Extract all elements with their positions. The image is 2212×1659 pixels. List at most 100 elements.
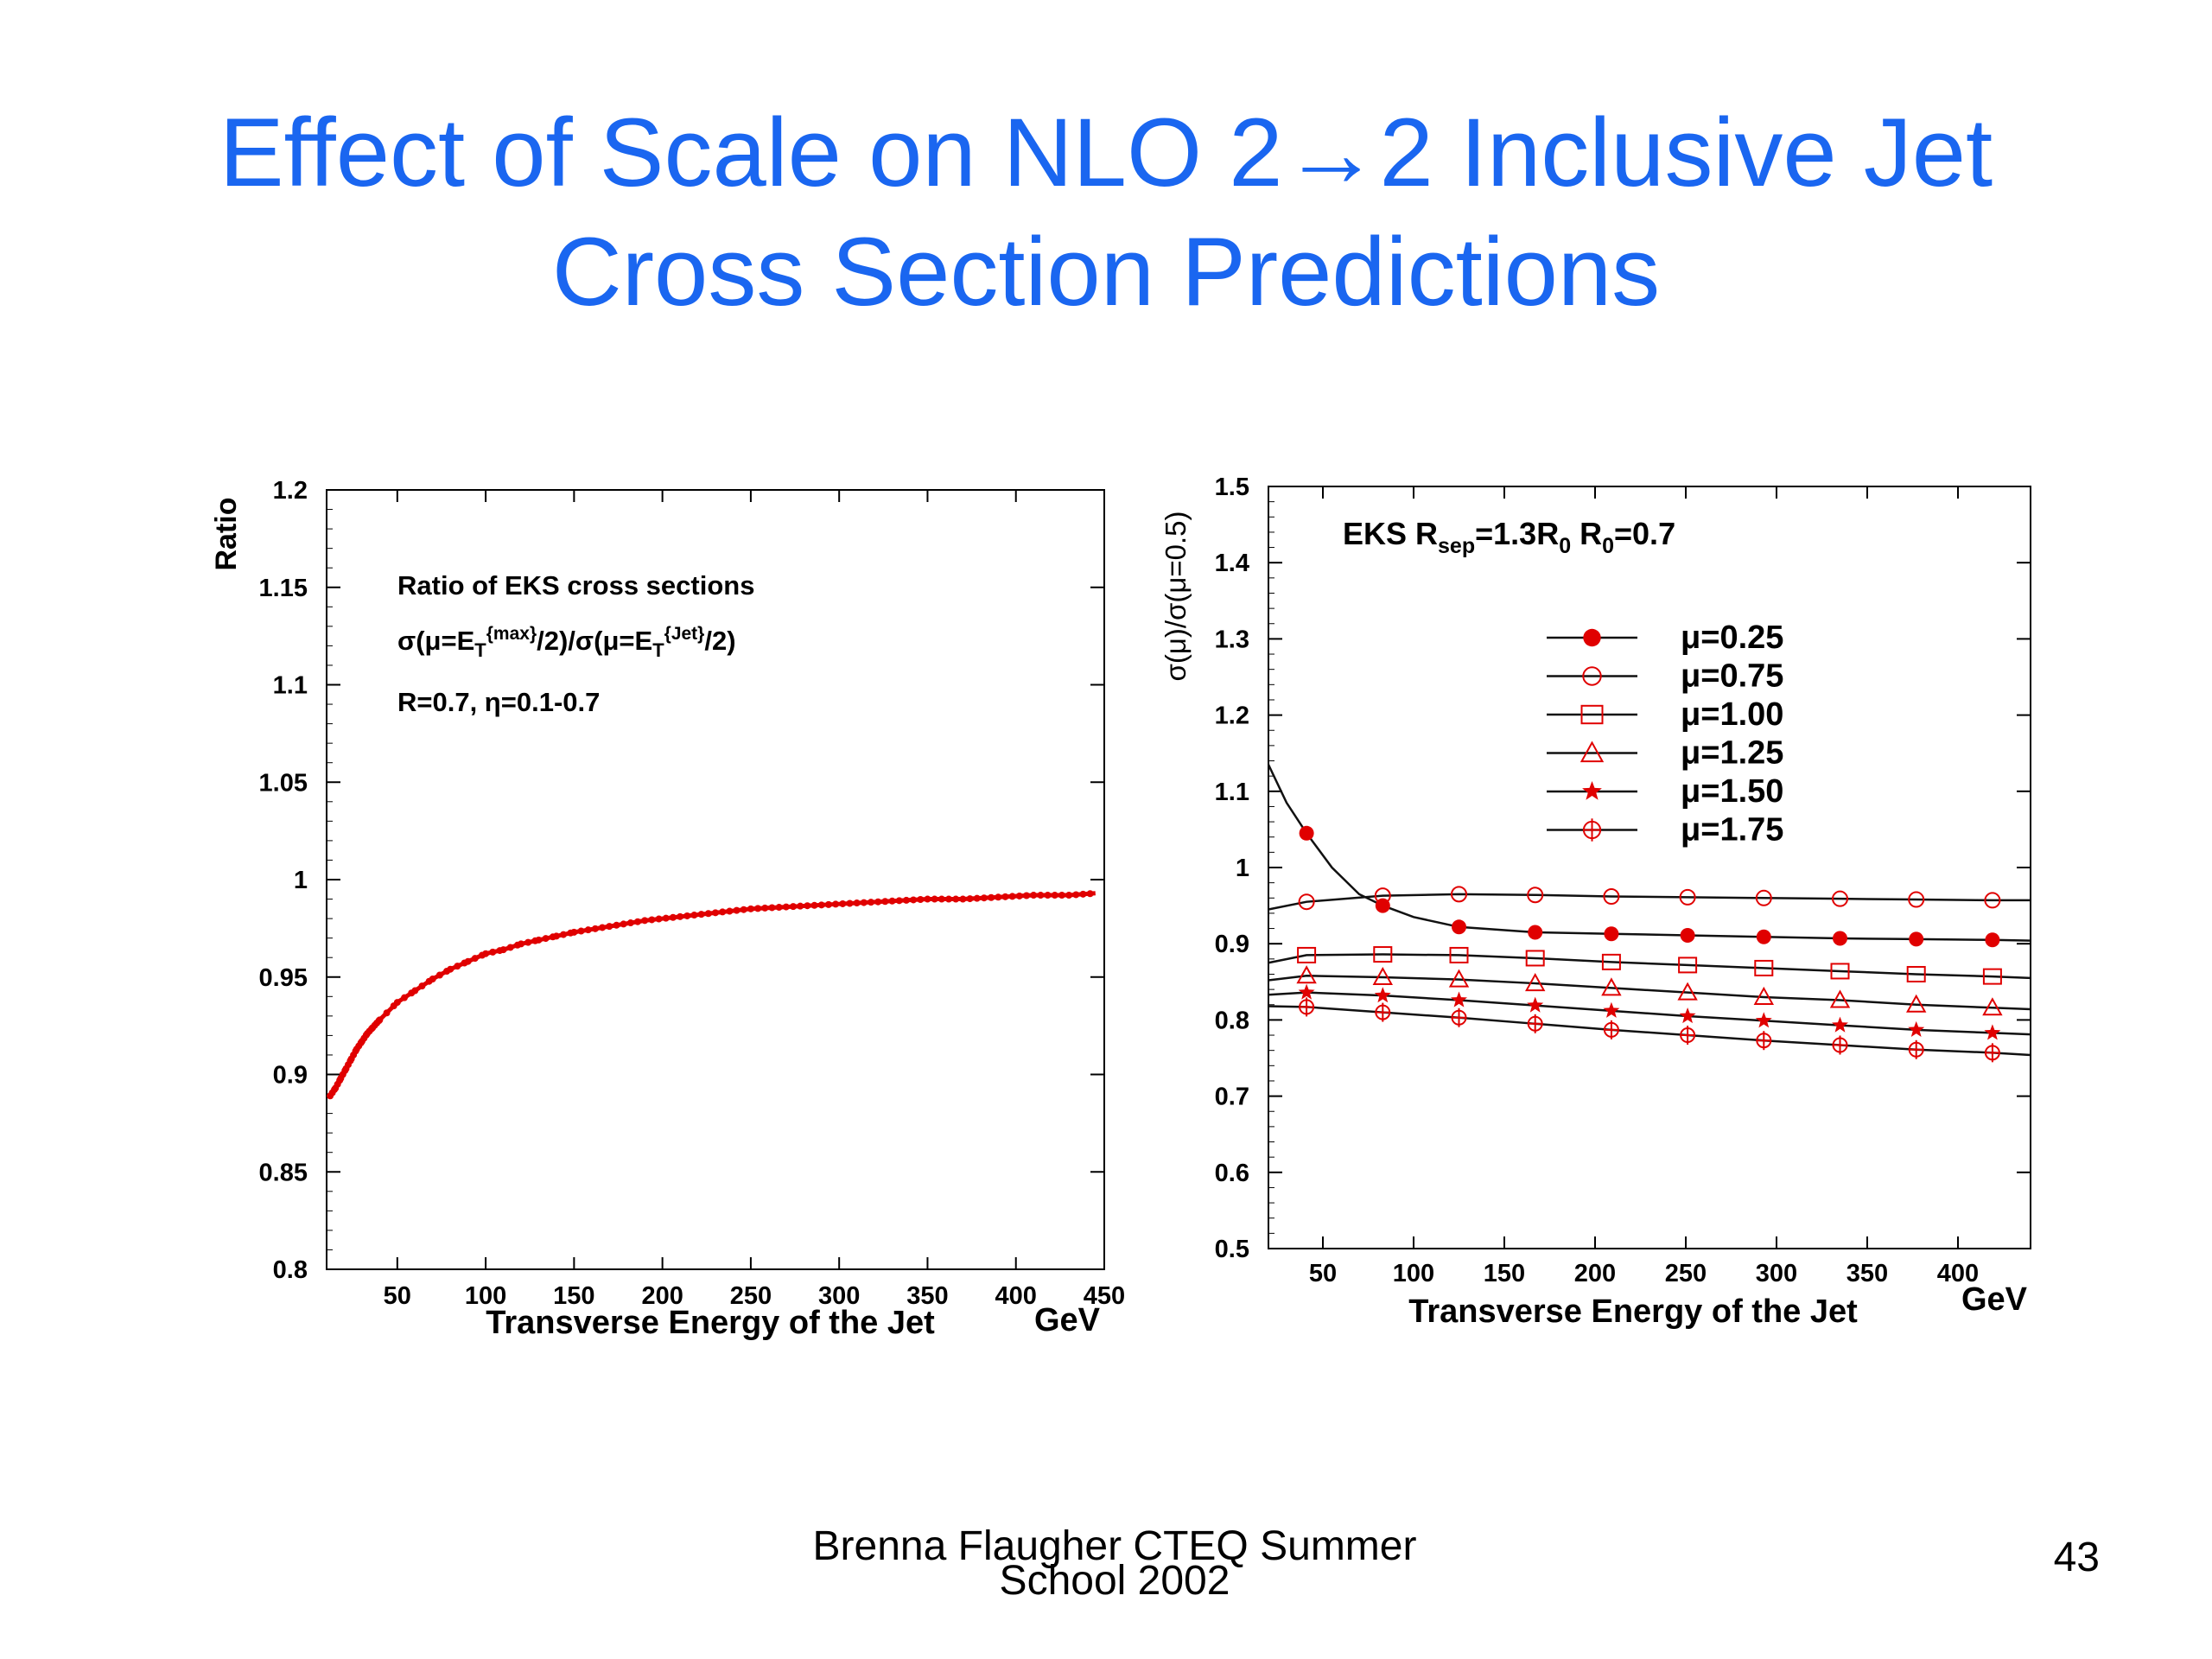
series-3-point <box>1754 959 1774 976</box>
ratio-data-point <box>506 944 514 951</box>
ratio-data-point <box>995 893 1002 901</box>
x-tick-label: 400 <box>995 1282 1037 1310</box>
x-tick-label: 250 <box>1665 1260 1707 1287</box>
ratio-data-point <box>371 1021 378 1029</box>
ratio-data-point <box>454 963 461 970</box>
series-2-point <box>1984 892 2001 909</box>
series-6-point <box>1908 1039 1924 1059</box>
ratio-data-point <box>775 904 783 912</box>
series-5-point <box>1679 1007 1696 1024</box>
ratio-chart-series <box>327 890 1096 1100</box>
ratio-data-point <box>683 912 691 919</box>
series-curve-4 <box>1268 974 2031 1011</box>
ratio-data-point <box>513 941 521 949</box>
ratio-data-point <box>712 909 719 917</box>
legend-marker <box>1580 704 1604 725</box>
ratio-data-point <box>1023 892 1030 899</box>
series-3-point <box>1525 950 1545 967</box>
ratio-data-point <box>411 987 419 995</box>
series-4-point <box>1677 982 1698 1001</box>
ratio-data-point <box>350 1051 358 1058</box>
series-5-point <box>1451 991 1467 1007</box>
series-curve-6 <box>1268 1005 2031 1057</box>
x-tick-label: 300 <box>818 1282 860 1310</box>
series-6-point <box>1984 1043 2000 1063</box>
ratio-data-point <box>1037 892 1045 899</box>
ratio-data-point <box>435 971 443 979</box>
y-tick-label: 0.5 <box>1215 1236 1249 1263</box>
ratio-data-point <box>447 965 454 973</box>
ratio-data-point <box>336 1077 344 1084</box>
ratio-chart-annotation-3: R=0.7, η=0.1-0.7 <box>397 687 600 717</box>
y-tick-label: 0.7 <box>1215 1084 1249 1111</box>
y-tick-label: 1.05 <box>259 769 308 797</box>
legend-marker-ring <box>1582 820 1602 840</box>
ratio-data-point <box>353 1046 360 1053</box>
ratio-data-point <box>393 999 401 1007</box>
ratio-data-point <box>360 1034 368 1042</box>
ratio-data-point <box>552 932 560 940</box>
ratio-data-point <box>489 948 497 956</box>
scale-variation-chart-xunit: GeV <box>1961 1281 2028 1318</box>
ratio-data-point <box>352 1047 359 1055</box>
scale-variation-chart-markers <box>1296 825 2003 1063</box>
ratio-data-point <box>429 976 436 983</box>
series-5-point <box>1755 1012 1772 1028</box>
ratio-data-point <box>790 903 797 911</box>
series-2-point <box>1908 891 1925 908</box>
legend-marker <box>1583 628 1601 647</box>
ratio-data-point <box>888 897 896 905</box>
y-tick-label: 1.2 <box>1215 702 1249 730</box>
series-5-point <box>1832 1016 1848 1033</box>
ratio-data-point <box>839 899 847 907</box>
ratio-chart-frame <box>326 489 1105 1270</box>
ratio-data-point <box>860 899 868 906</box>
series-4-point <box>1372 966 1393 986</box>
ratio-data-point <box>853 899 861 907</box>
series-5-point <box>1908 1020 1925 1037</box>
ratio-data-point <box>358 1038 365 1046</box>
ratio-data-point <box>401 994 408 1001</box>
ratio-data-point <box>959 895 967 903</box>
scale-variation-chart-ticks: 50 100 150 200 250 300 350 400 0.5 0.6 0.7 0.8 0.9 1 1… <box>1215 474 2031 1287</box>
series-3-point <box>1830 963 1850 980</box>
legend-marker <box>1580 741 1605 763</box>
series-6-point <box>1680 1026 1696 1046</box>
y-tick-label: 1 <box>1236 855 1249 882</box>
series-1-point <box>1680 927 1695 943</box>
ratio-data-point <box>362 1031 370 1039</box>
ratio-data-point <box>337 1075 345 1083</box>
legend-label: μ=1.75 <box>1681 812 1783 849</box>
ratio-data-point <box>677 912 684 920</box>
series-5-point <box>1374 987 1391 1003</box>
series-4-point <box>1296 965 1317 984</box>
ratio-data-point <box>591 925 599 932</box>
ratio-data-point <box>567 929 575 937</box>
legend-label: μ=0.25 <box>1681 620 1783 656</box>
ratio-data-point <box>966 895 974 903</box>
y-tick-label: 0.8 <box>273 1256 308 1284</box>
ratio-data-point <box>577 927 585 935</box>
ratio-data-point <box>1044 892 1052 899</box>
ratio-chart-xunit: GeV <box>1034 1302 1101 1338</box>
ratio-data-point <box>868 899 874 906</box>
y-tick-label: 1.2 <box>273 477 308 505</box>
ratio-data-point <box>910 896 918 904</box>
ratio-data-point <box>804 902 811 910</box>
series-4-point <box>1601 977 1622 996</box>
series-1-point <box>1909 931 1924 947</box>
y-tick-label: 1.5 <box>1215 474 1249 501</box>
scale-variation-chart-frame <box>1268 486 2031 1249</box>
ratio-data-point <box>613 921 620 929</box>
ratio-data-point <box>1001 893 1009 900</box>
ratio-data-point <box>375 1017 383 1025</box>
ratio-data-point <box>425 977 433 985</box>
series-4-point <box>1829 989 1851 1008</box>
x-tick-label: 50 <box>1309 1260 1337 1287</box>
y-tick-label: 1.3 <box>1215 626 1249 653</box>
ratio-data-point <box>524 938 532 946</box>
ratio-data-point <box>367 1025 375 1033</box>
series-5-point <box>1984 1024 2001 1040</box>
footer-line-1: Brenna Flaugher CTEQ Summer <box>812 1523 1417 1569</box>
scale-variation-chart-annotation: EKS Rsep=1.3R0 R0=0.7 <box>1343 516 1675 558</box>
